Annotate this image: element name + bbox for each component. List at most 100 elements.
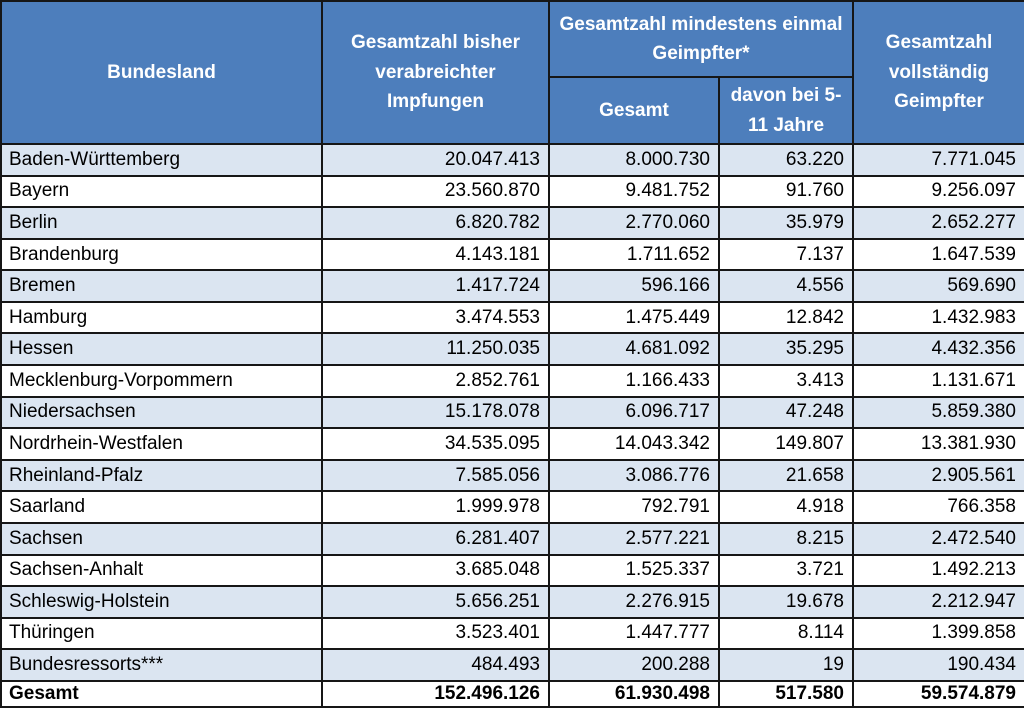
- first-dose-total-cell: 1.166.433: [548, 364, 720, 398]
- fully-vaccinated-cell: 2.472.540: [852, 521, 1024, 556]
- total-doses-cell: 484.493: [321, 648, 550, 682]
- table-row: Rheinland-Pfalz 7.585.056 3.086.776 21.658 2…: [0, 458, 1024, 493]
- header-fully-vaccinated: Gesamtzahl vollständig Geimpfter: [852, 0, 1024, 145]
- first-dose-total-cell: 596.166: [548, 269, 720, 303]
- table-row: Saarland 1.999.978 792.791 4.918 766.358: [0, 490, 1024, 524]
- table-row: Berlin 6.820.782 2.770.060 35.979 2.652.277: [0, 206, 1024, 240]
- bundesland-cell: Bremen: [0, 269, 323, 303]
- header-at-least-once-5-11: davon bei 5-11 Jahre: [718, 76, 854, 145]
- total-doses-cell: 1.417.724: [321, 269, 550, 303]
- table-row: Sachsen 6.281.407 2.577.221 8.215 2.472.540: [0, 521, 1024, 556]
- first-dose-total-cell: 1.447.777: [548, 616, 720, 651]
- table-row: Sachsen-Anhalt 3.685.048 1.525.337 3.721 1.4…: [0, 553, 1024, 588]
- total-doses-cell: 4.143.181: [321, 237, 550, 272]
- fully-vaccinated-cell: 7.771.045: [852, 143, 1024, 177]
- fully-vaccinated-cell: 1.647.539: [852, 237, 1024, 272]
- fully-vaccinated-cell: 5.859.380: [852, 395, 1024, 430]
- first-dose-total-cell: 2.577.221: [548, 521, 720, 556]
- bundesland-cell: Mecklenburg-Vorpommern: [0, 364, 323, 398]
- first-dose-total-cell: 2.770.060: [548, 206, 720, 240]
- table-row: Mecklenburg-Vorpommern 2.852.761 1.166.433…: [0, 364, 1024, 398]
- fully-vaccinated-cell: 2.905.561: [852, 458, 1024, 493]
- table-row: Nordrhein-Westfalen 34.535.095 14.043.342 1…: [0, 427, 1024, 461]
- fully-vaccinated-cell: 766.358: [852, 490, 1024, 524]
- bundesland-cell: Brandenburg: [0, 237, 323, 272]
- table-row: Schleswig-Holstein 5.656.251 2.276.915 19.6…: [0, 585, 1024, 619]
- bundesland-cell: Saarland: [0, 490, 323, 524]
- first-dose-total-cell: 9.481.752: [548, 174, 720, 209]
- table-row: Brandenburg 4.143.181 1.711.652 7.137 1.647.…: [0, 237, 1024, 272]
- fully-vaccinated-cell: 1.432.983: [852, 300, 1024, 335]
- first-dose-total-cell: 6.096.717: [548, 395, 720, 430]
- first-dose-5-11-cell: 35.979: [718, 206, 854, 240]
- first-dose-total-cell: 8.000.730: [548, 143, 720, 177]
- bundesland-cell: Berlin: [0, 206, 323, 240]
- fully-vaccinated-cell: 13.381.930: [852, 427, 1024, 461]
- fully-vaccinated-cell: 1.399.858: [852, 616, 1024, 651]
- header-at-least-once-total: Gesamt: [548, 76, 720, 145]
- total-row: Gesamt 152.496.126 61.930.498 517.580 59…: [0, 680, 1024, 708]
- first-dose-5-11-cell: 47.248: [718, 395, 854, 430]
- first-dose-5-11-cell: 3.413: [718, 364, 854, 398]
- first-dose-total-cell: 2.276.915: [548, 585, 720, 619]
- first-dose-5-11-cell: 12.842: [718, 300, 854, 335]
- first-dose-5-11-cell: 8.114: [718, 616, 854, 651]
- table-row: Bayern 23.560.870 9.481.752 91.760 9.256.097: [0, 174, 1024, 209]
- total-doses-cell: 20.047.413: [321, 143, 550, 177]
- bundesland-cell: Hessen: [0, 332, 323, 367]
- header-bundesland: Bundesland: [0, 0, 323, 145]
- table-header: Bundesland Gesamtzahl bisher verabreicht…: [0, 0, 1024, 145]
- bundesland-cell: Thüringen: [0, 616, 323, 651]
- total-doses-cell: 5.656.251: [321, 585, 550, 619]
- first-dose-5-11-cell: 4.918: [718, 490, 854, 524]
- bundesland-cell: Niedersachsen: [0, 395, 323, 430]
- first-dose-total-cell: 1.475.449: [548, 300, 720, 335]
- table-row: Baden-Württemberg 20.047.413 8.000.730 63.2…: [0, 143, 1024, 177]
- total-doses-cell: 6.820.782: [321, 206, 550, 240]
- first-dose-5-11-cell: 19.678: [718, 585, 854, 619]
- total-doses-cell: 3.474.553: [321, 300, 550, 335]
- first-dose-5-11-cell: 4.556: [718, 269, 854, 303]
- first-dose-total-cell: 1.525.337: [548, 553, 720, 588]
- bundesland-cell: Rheinland-Pfalz: [0, 458, 323, 493]
- total-fully-vaccinated-value: 59.574.879: [852, 680, 1024, 708]
- fully-vaccinated-cell: 2.212.947: [852, 585, 1024, 619]
- first-dose-total-cell: 3.086.776: [548, 458, 720, 493]
- total-doses-cell: 23.560.870: [321, 174, 550, 209]
- first-dose-5-11-cell: 21.658: [718, 458, 854, 493]
- bundesland-cell: Sachsen: [0, 521, 323, 556]
- table-row: Thüringen 3.523.401 1.447.777 8.114 1.399.85…: [0, 616, 1024, 651]
- bundesland-cell: Sachsen-Anhalt: [0, 553, 323, 588]
- table-row: Bundesressorts*** 484.493 200.288 19 190.434: [0, 648, 1024, 682]
- first-dose-total-cell: 14.043.342: [548, 427, 720, 461]
- first-dose-5-11-cell: 149.807: [718, 427, 854, 461]
- table-row: Hessen 11.250.035 4.681.092 35.295 4.432.356: [0, 332, 1024, 367]
- fully-vaccinated-cell: 1.492.213: [852, 553, 1024, 588]
- bundesland-cell: Nordrhein-Westfalen: [0, 427, 323, 461]
- first-dose-5-11-cell: 91.760: [718, 174, 854, 209]
- total-doses-cell: 15.178.078: [321, 395, 550, 430]
- header-at-least-once-group: Gesamtzahl mindestens einmal Geimpfter*: [548, 0, 854, 78]
- total-doses-cell: 1.999.978: [321, 490, 550, 524]
- total-doses-cell: 3.685.048: [321, 553, 550, 588]
- bundesland-cell: Hamburg: [0, 300, 323, 335]
- first-dose-total-cell: 4.681.092: [548, 332, 720, 367]
- first-dose-total-cell: 200.288: [548, 648, 720, 682]
- first-dose-total-cell: 1.711.652: [548, 237, 720, 272]
- first-dose-5-11-cell: 8.215: [718, 521, 854, 556]
- bundesland-cell: Baden-Württemberg: [0, 143, 323, 177]
- total-doses-cell: 7.585.056: [321, 458, 550, 493]
- table-footer: Gesamt 152.496.126 61.930.498 517.580 59…: [0, 680, 1024, 708]
- bundesland-cell: Bayern: [0, 174, 323, 209]
- table-row: Niedersachsen 15.178.078 6.096.717 47.248 5.…: [0, 395, 1024, 430]
- first-dose-5-11-cell: 35.295: [718, 332, 854, 367]
- first-dose-5-11-cell: 3.721: [718, 553, 854, 588]
- table-row: Bremen 1.417.724 596.166 4.556 569.690: [0, 269, 1024, 303]
- total-label: Gesamt: [0, 680, 323, 708]
- total-5-11-value: 517.580: [718, 680, 854, 708]
- first-dose-total-cell: 792.791: [548, 490, 720, 524]
- fully-vaccinated-cell: 4.432.356: [852, 332, 1024, 367]
- header-total-doses: Gesamtzahl bisher verabreichter Impfunge…: [321, 0, 550, 145]
- total-doses-cell: 2.852.761: [321, 364, 550, 398]
